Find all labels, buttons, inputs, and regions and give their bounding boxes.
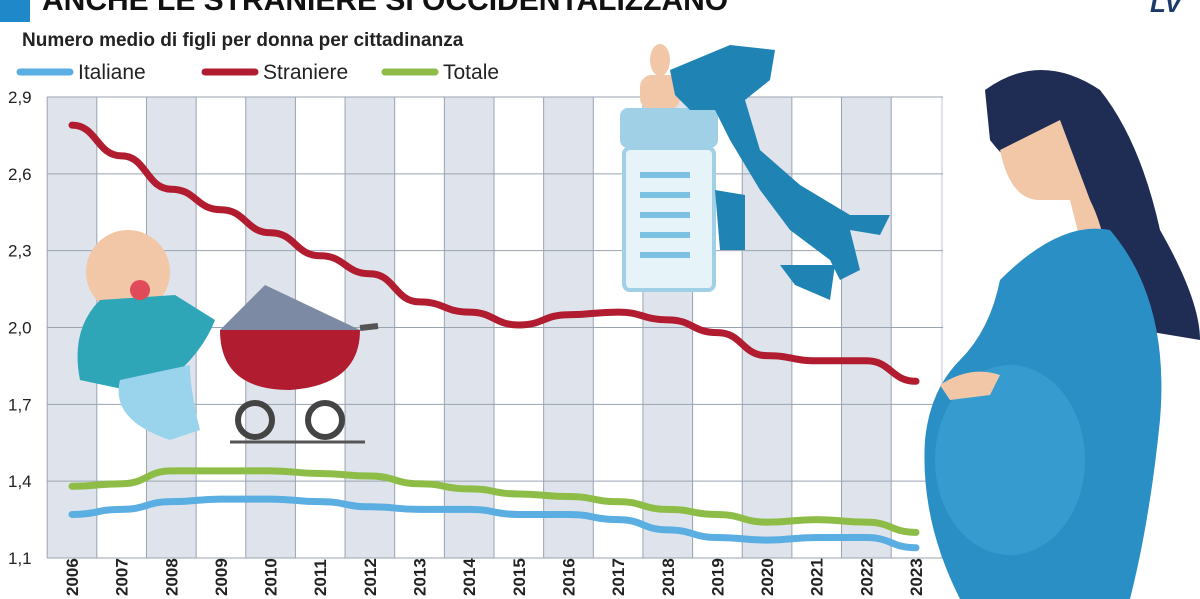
title-marker [0, 0, 30, 22]
x-tick-label: 2009 [212, 558, 231, 596]
x-tick-label: 2012 [361, 558, 380, 596]
illustration-woman [924, 70, 1200, 599]
x-tick-label: 2015 [510, 558, 529, 596]
x-tick-label: 2011 [311, 559, 330, 596]
x-tick-label: 2016 [559, 558, 578, 596]
illustration-bottle [620, 44, 718, 292]
series-lines [68, 121, 920, 552]
y-tick-label: 2,0 [8, 319, 32, 338]
legend: Italiane Straniere Totale [16, 61, 499, 84]
y-tick-label: 1,7 [8, 395, 32, 414]
chart-title: ANCHE LE STRANIERE SI OCCIDENTALIZZANO [42, 0, 728, 17]
series-line [68, 467, 920, 536]
illustration-stroller [220, 285, 379, 444]
y-tick-label: 2,9 [8, 88, 32, 107]
legend-label: Italiane [78, 61, 146, 84]
x-tick-label: 2010 [262, 558, 281, 596]
series-line [68, 495, 920, 552]
x-tick-label: 2013 [411, 558, 430, 596]
chart-subtitle: Numero medio di figli per donna per citt… [22, 30, 464, 51]
x-tick-label: 2020 [758, 558, 777, 596]
x-tick-label: 2008 [162, 558, 181, 596]
legend-label: Totale [443, 61, 499, 84]
y-tick-label: 2,3 [8, 242, 32, 261]
illustration-italy [670, 45, 890, 300]
x-tick-label: 2018 [659, 558, 678, 596]
logo: Lv [1150, 0, 1182, 18]
y-tick-label: 1,4 [8, 472, 32, 491]
series-line [68, 121, 920, 385]
y-tick-label: 2,6 [8, 165, 32, 184]
x-tick-label: 2014 [460, 558, 479, 596]
x-tick-label: 2019 [708, 558, 727, 596]
x-tick-label: 2006 [63, 558, 82, 596]
x-tick-label: 2022 [857, 558, 876, 596]
x-tick-label: 2017 [609, 558, 628, 596]
x-tick-label: 2021 [808, 558, 827, 596]
y-tick-label: 1,1 [8, 549, 32, 568]
x-tick-label: 2023 [907, 558, 926, 596]
illustration-baby [77, 230, 215, 440]
x-tick-label: 2007 [113, 558, 132, 596]
legend-label: Straniere [263, 61, 348, 84]
